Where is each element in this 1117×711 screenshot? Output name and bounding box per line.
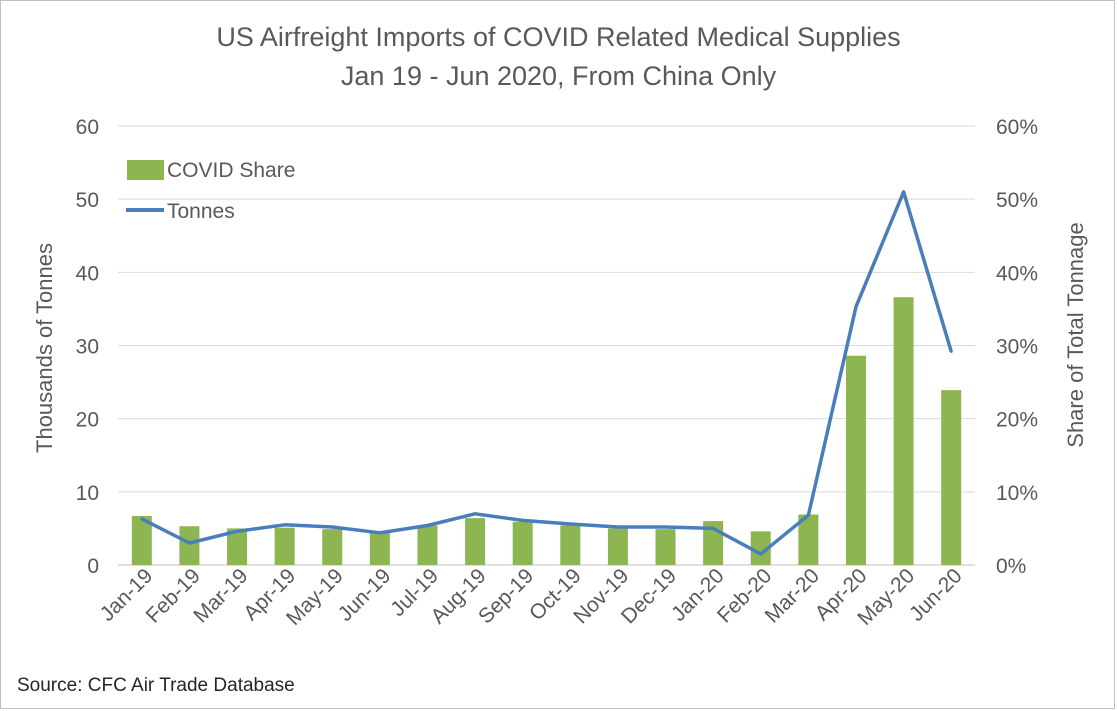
- source-note: Source: CFC Air Trade Database: [17, 675, 295, 696]
- x-axis-ticks: Jan-19Feb-19Mar-19Apr-19May-19Jun-19Jul-…: [96, 564, 967, 630]
- bar-dec-19: [655, 529, 676, 565]
- right-tick-label: 60%: [996, 116, 1038, 139]
- line-series-tonnes: [140, 190, 953, 556]
- left-tick-label: 50: [76, 189, 99, 212]
- legend-swatch-covid-share: [127, 160, 164, 180]
- bar-feb-19: [179, 526, 200, 565]
- left-tick-label: 40: [76, 262, 99, 285]
- tonnes-point-jan-20: [711, 526, 715, 530]
- bar-jun-19: [369, 532, 390, 565]
- tonnes-point-oct-19: [568, 522, 572, 526]
- tonnes-point-sep-19: [521, 518, 525, 522]
- x-tick-label: Mar-20: [761, 564, 824, 627]
- bar-sep-19: [512, 521, 533, 565]
- left-axis-title: Thousands of Tonnes: [32, 243, 57, 453]
- chart-subtitle: Jan 19 - Jun 2020, From China Only: [340, 61, 777, 91]
- tonnes-point-aug-19: [473, 512, 477, 516]
- tonnes-point-jun-19: [378, 531, 382, 535]
- legend-label-covid-share: COVID Share: [167, 159, 295, 182]
- chart-title: US Airfreight Imports of COVID Related M…: [216, 22, 901, 52]
- x-tick-label: Jun-19: [334, 564, 396, 626]
- right-axis-ticks: 0% 10% 20% 30% 40% 50% 60%: [996, 116, 1038, 578]
- left-tick-label: 20: [76, 409, 99, 432]
- bar-series-covid-share: [131, 297, 962, 565]
- right-tick-label: 20%: [996, 409, 1038, 432]
- bar-jan-19: [131, 515, 152, 565]
- tonnes-point-feb-19: [187, 541, 191, 545]
- bar-mar-20: [798, 514, 819, 565]
- left-tick-label: 0: [87, 555, 99, 578]
- tonnes-line: [141, 190, 953, 556]
- tonnes-point-jun-20: [949, 349, 953, 353]
- tonnes-point-jan-19: [140, 517, 144, 521]
- tonnes-point-may-20: [902, 190, 906, 194]
- left-axis-ticks: 0 10 20 30 40 50 60: [76, 116, 99, 578]
- tonnes-point-nov-19: [616, 525, 620, 529]
- bar-jun-20: [941, 390, 962, 565]
- right-axis-title: Share of Total Tonnage: [1063, 222, 1088, 447]
- tonnes-point-dec-19: [664, 525, 668, 529]
- bar-aug-19: [465, 518, 486, 565]
- tonnes-point-may-19: [330, 525, 334, 529]
- right-tick-label: 30%: [996, 336, 1038, 359]
- legend-label-tonnes: Tonnes: [167, 200, 235, 223]
- bar-feb-20: [750, 531, 771, 565]
- bar-oct-19: [560, 525, 581, 565]
- left-tick-label: 30: [76, 336, 99, 359]
- bar-jul-19: [417, 525, 438, 565]
- x-tick-label: Mar-19: [189, 564, 252, 627]
- left-tick-label: 10: [76, 482, 99, 505]
- tonnes-point-apr-19: [283, 523, 287, 527]
- right-tick-label: 0%: [996, 555, 1026, 578]
- bar-mar-19: [227, 528, 248, 565]
- legend: COVID Share Tonnes: [126, 159, 295, 223]
- bar-may-20: [893, 297, 914, 565]
- tonnes-point-apr-20: [854, 305, 858, 309]
- tonnes-point-mar-19: [235, 529, 239, 533]
- right-tick-label: 10%: [996, 482, 1038, 505]
- right-tick-label: 40%: [996, 262, 1038, 285]
- left-tick-label: 60: [76, 116, 99, 139]
- tonnes-point-mar-20: [806, 513, 810, 517]
- bar-apr-20: [845, 355, 866, 565]
- bar-apr-19: [274, 527, 295, 565]
- tonnes-point-feb-20: [759, 552, 763, 556]
- x-tick-label: Jun-20: [905, 564, 967, 626]
- tonnes-point-jul-19: [425, 523, 429, 527]
- bar-may-19: [322, 529, 343, 565]
- right-tick-label: 50%: [996, 189, 1038, 212]
- bar-nov-19: [607, 528, 628, 565]
